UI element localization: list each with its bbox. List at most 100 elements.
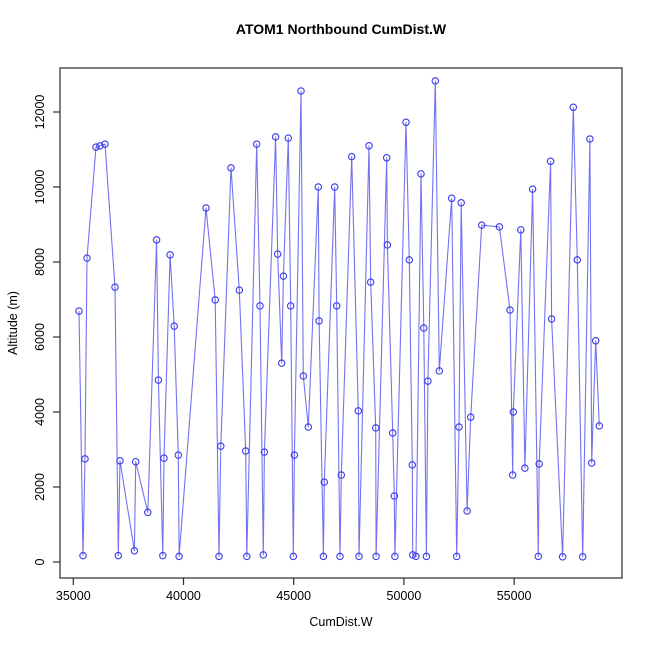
data-point: [174, 451, 183, 459]
data-point: [534, 552, 543, 561]
y-tick-label: 12000: [33, 95, 47, 130]
x-tick-label: 45000: [276, 589, 311, 603]
data-point: [391, 552, 399, 561]
data-point: [211, 296, 219, 304]
data-point: [256, 302, 264, 310]
data-point: [336, 552, 344, 561]
series-line: [78, 80, 600, 558]
data-point: [366, 278, 375, 286]
data-point: [241, 447, 250, 455]
x-axis-ticks: 35000 40000 45000 50000 55000: [56, 578, 532, 603]
data-point: [535, 460, 543, 468]
x-tick-label: 35000: [56, 589, 91, 603]
data-point: [546, 157, 555, 166]
data-point: [578, 553, 587, 561]
data-point: [175, 552, 183, 561]
data-point: [383, 241, 392, 249]
y-axis-ticks: 0 2000 4000 6000 8000 10000 12000: [33, 95, 60, 565]
data-point: [388, 429, 397, 437]
data-point: [528, 185, 537, 193]
data-point: [81, 455, 89, 463]
data-point: [390, 492, 399, 500]
y-tick-label: 8000: [33, 248, 47, 276]
data-point: [152, 236, 161, 244]
y-tick-label: 2000: [33, 473, 47, 501]
data-point: [573, 256, 582, 264]
data-point: [289, 552, 298, 561]
data-point: [431, 77, 440, 85]
data-point: [116, 457, 124, 465]
data-point: [314, 183, 323, 191]
data-point: [455, 423, 463, 431]
data-point: [315, 317, 323, 325]
y-tick-label: 0: [33, 558, 47, 565]
data-point: [96, 142, 104, 150]
data-point: [111, 283, 119, 291]
data-point: [405, 256, 414, 264]
data-point: [166, 251, 174, 259]
data-point: [420, 324, 428, 332]
data-point: [569, 103, 578, 112]
data-point: [277, 359, 286, 367]
data-point: [382, 154, 391, 162]
data-point: [217, 442, 225, 450]
data-point: [558, 553, 567, 561]
x-tick-label: 55000: [497, 589, 532, 603]
data-point: [402, 118, 410, 127]
data-point: [508, 471, 517, 479]
data-point: [114, 551, 123, 560]
data-point: [422, 552, 431, 561]
data-point: [347, 152, 356, 161]
y-tick-label: 10000: [33, 170, 47, 205]
data-point: [202, 204, 210, 212]
data-point: [235, 286, 244, 294]
data-point: [332, 302, 341, 310]
data-point: [521, 464, 529, 472]
data-point: [587, 459, 596, 467]
data-point: [319, 552, 328, 561]
data-point: [477, 221, 486, 229]
data-point: [412, 552, 420, 561]
data-point: [92, 143, 100, 151]
data-point: [271, 133, 280, 141]
data-point: [273, 250, 282, 258]
data-point: [591, 337, 600, 345]
data-point: [286, 302, 295, 310]
data-point: [299, 372, 308, 380]
data-point: [252, 140, 261, 148]
data-point: [170, 322, 178, 330]
data-point: [595, 422, 604, 430]
plot-area-box: [59, 67, 623, 579]
data-point: [463, 507, 471, 515]
data-point: [154, 376, 163, 384]
data-point: [243, 552, 251, 561]
y-tick-label: 6000: [33, 323, 47, 351]
data-point: [495, 223, 504, 231]
data-point: [586, 135, 594, 143]
data-point: [160, 454, 168, 462]
data-point: [365, 142, 373, 150]
data-point: [259, 551, 268, 559]
data-point: [337, 471, 346, 479]
data-point: [506, 306, 514, 314]
data-point: [79, 551, 87, 560]
data-point: [457, 199, 465, 207]
data-point: [371, 424, 380, 432]
data-point: [355, 552, 363, 561]
data-point: [130, 547, 139, 555]
y-axis-label: Altitude (m): [6, 291, 20, 355]
data-point: [304, 423, 313, 431]
x-tick-label: 40000: [166, 589, 201, 603]
y-tick-label: 4000: [33, 398, 47, 426]
data-point: [227, 164, 235, 172]
data-point: [159, 551, 167, 560]
data-point: [83, 254, 91, 262]
data-point: [260, 448, 269, 456]
data-point: [290, 451, 299, 459]
data-point: [297, 87, 305, 95]
data-point: [330, 183, 339, 191]
data-point: [547, 315, 556, 323]
data-point: [408, 461, 417, 469]
data-point: [215, 552, 223, 561]
